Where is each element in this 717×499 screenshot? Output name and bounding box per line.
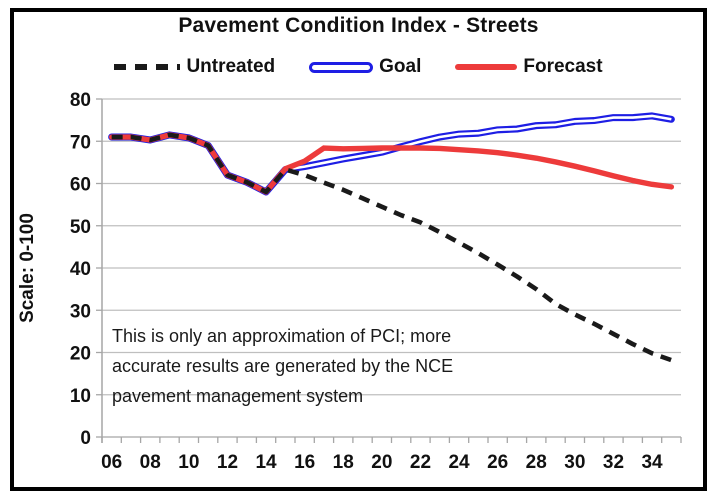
chart-title: Pavement Condition Index - Streets <box>178 14 539 37</box>
legend-label-goal: Goal <box>379 56 422 77</box>
y-tick-label: 10 <box>70 386 91 407</box>
x-tick-label: 14 <box>255 452 277 473</box>
x-tick-label: 16 <box>294 452 315 473</box>
goal-double-line-icon <box>309 61 374 73</box>
legend-item-untreated[interactable]: Untreated <box>114 56 275 78</box>
annotation-line-3: pavement management system <box>112 386 364 406</box>
annotation: This is only an approximation of PCI; mo… <box>112 321 492 411</box>
x-tick-label: 12 <box>217 452 238 473</box>
legend-label-untreated: Untreated <box>186 56 276 77</box>
annotation-line-2: accurate results are generated by the NC… <box>112 356 454 376</box>
x-tick-label: 34 <box>641 452 663 473</box>
y-tick-label: 20 <box>70 344 91 365</box>
x-tick-label: 24 <box>448 452 470 473</box>
series-line-untreated[interactable] <box>111 132 673 363</box>
x-tick-label: 10 <box>178 452 199 473</box>
x-tick-label: 18 <box>333 452 354 473</box>
chart-border-frame <box>10 8 707 491</box>
x-tick-label: 26 <box>487 452 508 473</box>
y-tick-label: 30 <box>70 301 91 322</box>
x-tick-label: 28 <box>526 452 547 473</box>
y-tick-label: 50 <box>70 217 91 238</box>
forecast-solid-line-icon <box>455 64 518 70</box>
y-tick-label: 80 <box>70 90 91 111</box>
y-tick-label: 70 <box>70 132 91 153</box>
series-line-goal-core <box>111 114 672 194</box>
x-tick-label: 30 <box>564 452 585 473</box>
legend: Untreated Goal Forecast <box>0 56 717 78</box>
x-tick-label: 06 <box>101 452 122 473</box>
series-line-goal[interactable] <box>108 112 675 196</box>
legend-item-goal[interactable]: Goal <box>309 56 421 78</box>
legend-label-forecast: Forecast <box>523 56 603 77</box>
x-tick-label: 32 <box>603 452 624 473</box>
x-tick-label: 20 <box>371 452 392 473</box>
y-tick-label: 60 <box>70 175 91 196</box>
x-tick-label: 08 <box>140 452 161 473</box>
x-tick-label: 22 <box>410 452 431 473</box>
legend-item-forecast[interactable]: Forecast <box>455 56 603 78</box>
annotation-line-1: This is only an approximation of PCI; mo… <box>112 326 452 346</box>
y-tick-label: 40 <box>70 259 91 280</box>
untreated-dashed-line-icon <box>114 64 181 70</box>
y-tick-label: 0 <box>80 428 91 449</box>
